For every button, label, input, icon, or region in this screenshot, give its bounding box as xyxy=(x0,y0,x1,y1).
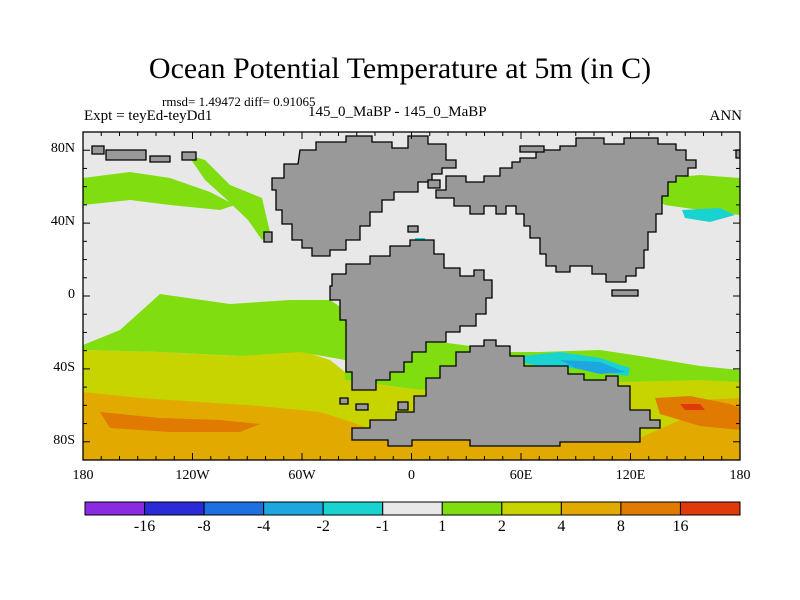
lat-label: 0 xyxy=(68,287,75,302)
africa-antarctica-landmass xyxy=(351,339,661,447)
southern-orange-band xyxy=(83,392,740,460)
colorbar-swatch xyxy=(441,501,503,516)
lon-label: 180 xyxy=(72,468,94,483)
colorbar xyxy=(84,501,741,516)
west-coast-green xyxy=(188,155,270,240)
tethys-island xyxy=(407,225,419,233)
baja-island xyxy=(263,231,273,243)
colorbar-label: 2 xyxy=(497,518,506,535)
lat-label: 40S xyxy=(53,359,75,375)
axis-ticks xyxy=(82,132,741,460)
colorbar-swatch xyxy=(263,501,324,516)
greenland-island xyxy=(427,179,441,189)
southern-island-2 xyxy=(355,403,369,411)
land-masses xyxy=(91,135,740,447)
east-asia-green xyxy=(645,175,740,215)
lon-label: 60E xyxy=(509,468,533,483)
southern-darkorange-patch xyxy=(100,412,260,432)
colorbar-swatch xyxy=(560,501,622,516)
southern-darkorange-patch-east xyxy=(655,396,740,430)
plot-title: Ocean Potential Temperature at 5m (in C) xyxy=(148,52,652,85)
lon-label: 120E xyxy=(615,468,646,483)
alaska-island xyxy=(181,151,197,161)
northeast-cyan-anomaly xyxy=(682,208,735,222)
rmsd-diff-label: rmsd= 1.49472 diff= 0.91065 xyxy=(162,94,316,109)
arctic-island-east xyxy=(519,145,545,153)
lon-label: 120W xyxy=(175,468,210,483)
experiment-label: Expt = teyEd-teyDd1 xyxy=(84,108,213,124)
east-asia-island xyxy=(611,289,639,297)
colorbar-swatch xyxy=(322,501,384,516)
north-pacific-green xyxy=(83,172,235,210)
northwest-coast-island xyxy=(91,145,105,155)
colorbar-swatch xyxy=(203,501,265,516)
arctic-island-west xyxy=(105,149,147,161)
colorbar-label: -16 xyxy=(133,518,156,535)
lat-label: 80N xyxy=(50,141,75,157)
south-america-landmass xyxy=(329,239,493,391)
colorbar-swatch xyxy=(679,501,741,516)
colorbar-label: 8 xyxy=(616,518,625,535)
southern-island-3 xyxy=(397,401,409,411)
case-label: 145_0_MaBP - 145_0_MaBP xyxy=(308,104,487,120)
colorbar-label: 16 xyxy=(672,518,689,535)
colorbar-swatch xyxy=(501,501,562,516)
lon-label: 60W xyxy=(288,468,316,483)
lat-label: 40N xyxy=(50,214,75,230)
north-america-landmass xyxy=(271,135,457,257)
colorbar-label: -2 xyxy=(316,518,330,535)
southern-blue-anomaly xyxy=(560,360,625,374)
southern-redorange-spot xyxy=(680,404,705,410)
arctic-island-small xyxy=(149,155,171,163)
colorbar-label: -1 xyxy=(376,518,390,535)
colorbar-label: 4 xyxy=(557,518,566,535)
lat-label: 80S xyxy=(53,432,75,448)
colorbar-swatch xyxy=(84,501,146,516)
colorbar-label: 1 xyxy=(438,518,447,535)
colorbar-label: -4 xyxy=(256,518,271,535)
colorbar-swatch xyxy=(382,501,443,516)
colorbar-swatch xyxy=(620,501,681,516)
colorbar-swatch xyxy=(144,501,205,516)
southern-island-1 xyxy=(339,397,349,405)
lon-label: 0 xyxy=(408,468,415,483)
lon-label: 180 xyxy=(729,468,751,483)
europe-asia-landmass xyxy=(435,137,697,283)
colorbar-label: -8 xyxy=(197,518,211,535)
map-panel xyxy=(83,132,740,460)
south-pacific-green xyxy=(83,294,345,360)
season-label: ANN xyxy=(709,108,743,124)
